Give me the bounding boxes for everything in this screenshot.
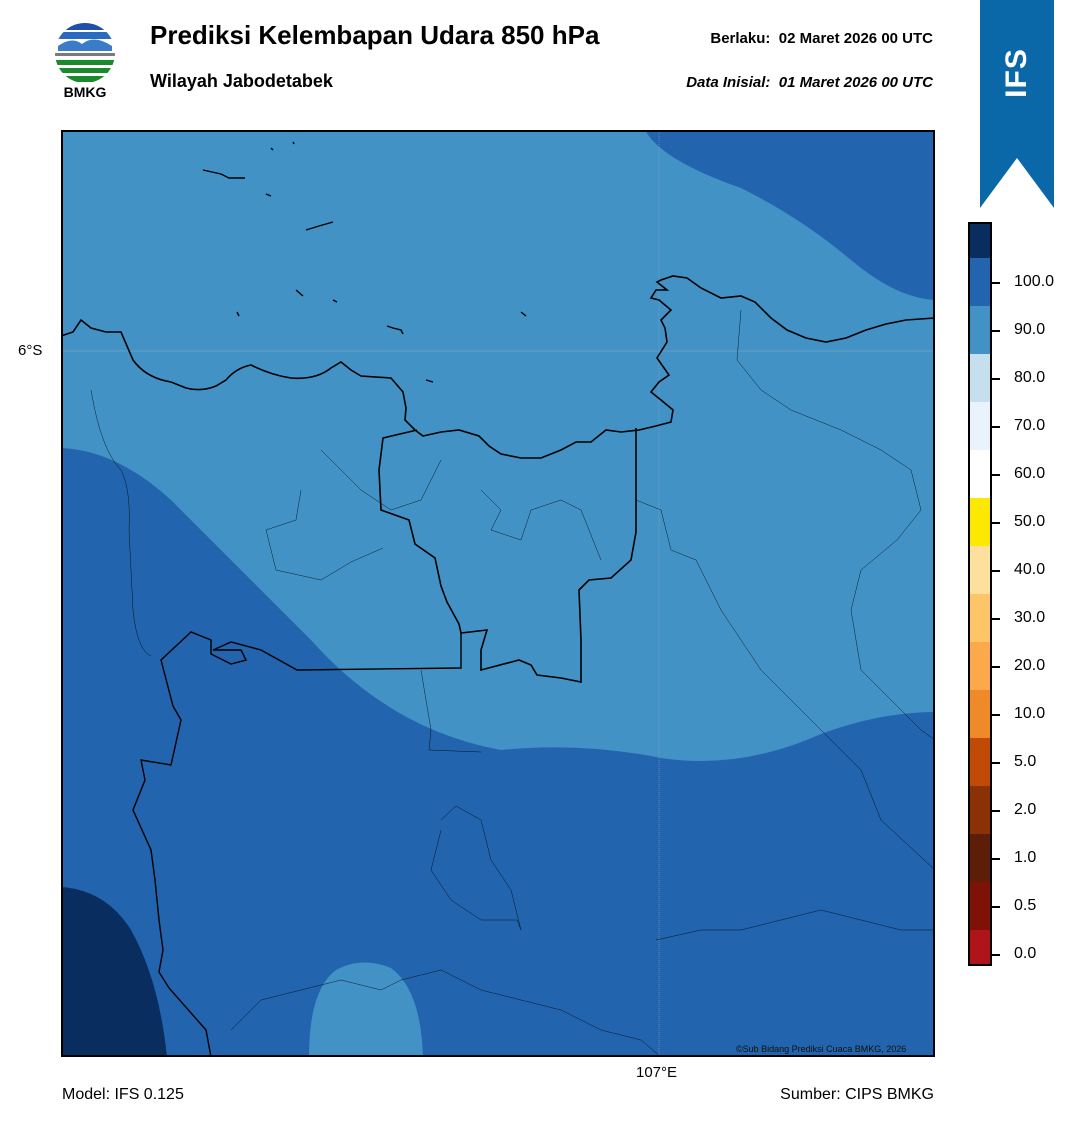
ribbon-badge <box>980 0 1054 208</box>
colorbar-swatch <box>968 882 992 930</box>
colorbar-tick <box>992 666 1000 668</box>
init-time: Data Inisial: 01 Maret 2026 00 UTC <box>686 74 933 91</box>
band-90-100 <box>61 887 167 1057</box>
colorbar-tick <box>992 474 1000 476</box>
ribbon-label: IFS <box>980 38 1054 108</box>
colorbar-tick <box>992 714 1000 716</box>
colorbar-tick <box>992 522 1000 524</box>
bmkg-logo-icon <box>55 23 115 83</box>
colorbar-tick-label: 2.0 <box>1014 801 1037 818</box>
band-70-80-south-bump <box>309 962 423 1057</box>
valid-label: Berlaku: <box>710 30 771 47</box>
district-lines <box>90 309 935 1057</box>
valid-time: Berlaku: 02 Maret 2026 00 UTC <box>710 30 933 47</box>
province-boundary <box>378 428 637 683</box>
colorbar <box>968 222 992 966</box>
colorbar-swatch <box>968 642 992 690</box>
colorbar-tick <box>992 954 1000 956</box>
colorbar-tick <box>992 426 1000 428</box>
colorbar-swatch <box>968 546 992 594</box>
model-info: Model: IFS 0.125 <box>62 1086 184 1103</box>
colorbar-tick <box>992 618 1000 620</box>
colorbar-tick-label: 50.0 <box>1014 513 1046 530</box>
jakarta-depok-boundary <box>132 631 462 1057</box>
colorbar-tick-label: 30.0 <box>1014 609 1046 626</box>
lat-label: 6°S <box>18 342 43 359</box>
band-80-90-south <box>61 448 935 1057</box>
colorbar-tick-label: 80.0 <box>1014 369 1046 386</box>
colorbar-tick <box>992 906 1000 908</box>
colorbar-tick-label: 100.0 <box>1014 273 1055 290</box>
lon-label: 107°E <box>636 1064 678 1081</box>
init-value: 01 Maret 2026 00 UTC <box>778 74 933 91</box>
colorbar-swatch <box>968 930 992 966</box>
colorbar-tick <box>992 282 1000 284</box>
colorbar-swatch <box>968 222 992 258</box>
colorbar-swatch <box>968 402 992 450</box>
colorbar-tick <box>992 810 1000 812</box>
colorbar-tick <box>992 570 1000 572</box>
colorbar-tick-label: 20.0 <box>1014 657 1046 674</box>
colorbar-tick <box>992 762 1000 764</box>
colorbar-swatch <box>968 690 992 738</box>
colorbar-tick-label: 40.0 <box>1014 561 1046 578</box>
colorbar-tick-label: 1.0 <box>1014 849 1037 866</box>
coastline <box>61 275 935 459</box>
band-80-90-north <box>645 130 935 300</box>
colorbar-tick <box>992 378 1000 380</box>
logo-text: BMKG <box>63 84 107 100</box>
page-subtitle: Wilayah Jabodetabek <box>150 71 333 91</box>
colorbar-swatch <box>968 450 992 498</box>
thousand-islands <box>202 141 527 383</box>
map-frame <box>61 130 935 1057</box>
colorbar-tick-label: 70.0 <box>1014 417 1046 434</box>
colorbar-swatch <box>968 738 992 786</box>
map-credit: ©Sub Bidang Prediksi Cuaca BMKG, 2026 <box>736 1044 907 1054</box>
colorbar-swatch <box>968 306 992 354</box>
colorbar-tick <box>992 330 1000 332</box>
colorbar-tick-label: 90.0 <box>1014 321 1046 338</box>
page-title: Prediksi Kelembapan Udara 850 hPa <box>150 20 600 50</box>
colorbar-tick-label: 10.0 <box>1014 705 1046 722</box>
init-label: Data Inisial: <box>686 74 771 91</box>
source-info: Sumber: CIPS BMKG <box>780 1086 934 1103</box>
colorbar-tick-label: 5.0 <box>1014 753 1037 770</box>
colorbar-tick-label: 60.0 <box>1014 465 1046 482</box>
ribbon-text: IFS <box>999 48 1033 98</box>
colorbar-swatch <box>968 594 992 642</box>
colorbar-tick-label: 0.5 <box>1014 897 1037 914</box>
humidity-map <box>61 130 935 1057</box>
colorbar-swatch <box>968 786 992 834</box>
valid-value: 02 Maret 2026 00 UTC <box>778 30 933 47</box>
colorbar-tick <box>992 858 1000 860</box>
colorbar-swatch <box>968 498 992 546</box>
colorbar-tick-label: 0.0 <box>1014 945 1037 962</box>
colorbar-swatch <box>968 354 992 402</box>
colorbar-swatch <box>968 258 992 306</box>
colorbar-swatch <box>968 834 992 882</box>
